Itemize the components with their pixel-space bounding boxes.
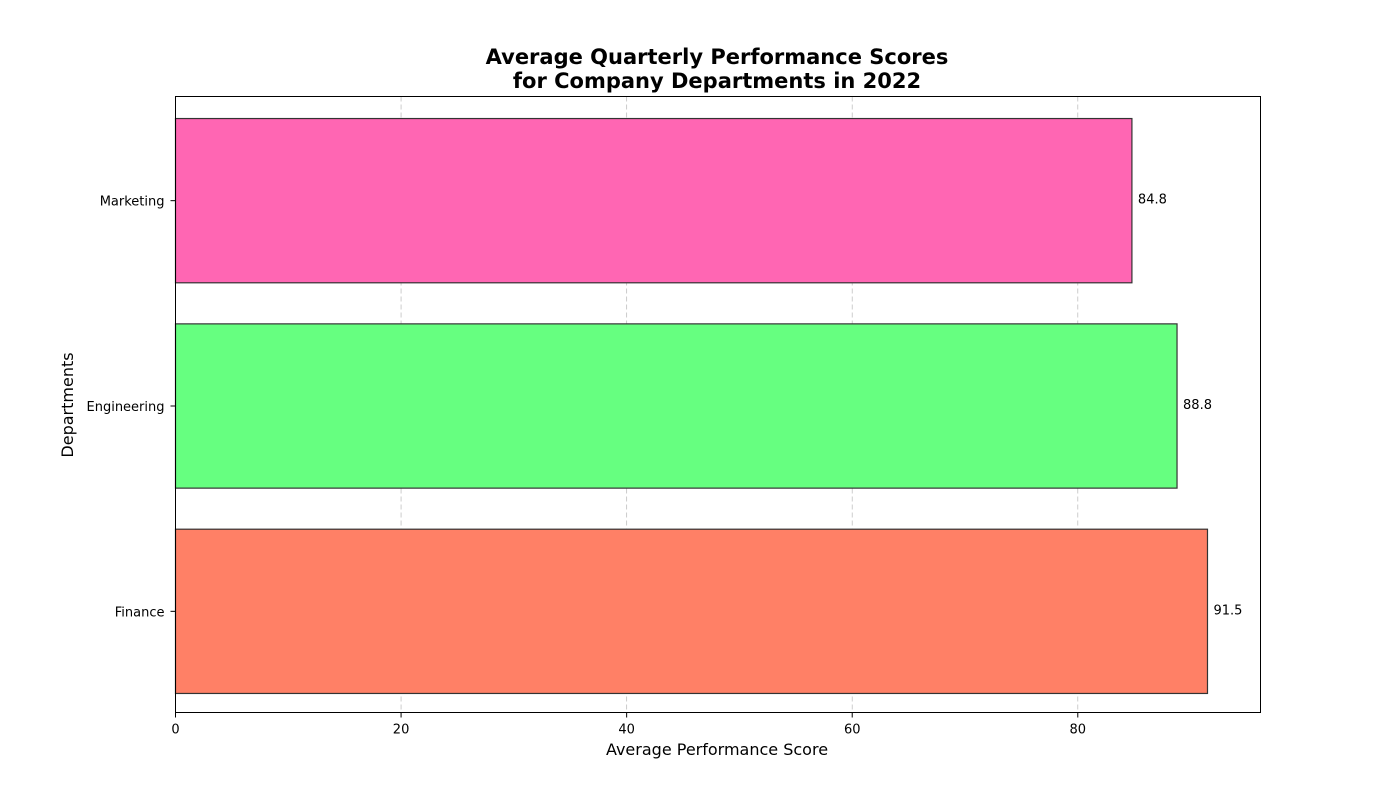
x-axis-label: Average Performance Score xyxy=(606,740,828,759)
x-tick-label: 40 xyxy=(618,723,635,738)
bars xyxy=(174,117,1209,695)
data-labels: 91.5 88.8 84.8 xyxy=(1138,193,1243,619)
chart-title-line-1: Average Quarterly Performance Scores xyxy=(486,45,949,69)
x-tick-label: 80 xyxy=(1070,723,1087,738)
x-tick-label: 0 xyxy=(171,723,179,738)
bar-engineering xyxy=(174,323,1178,489)
chart-title-line-2: for Company Departments in 2022 xyxy=(513,69,921,93)
bar-value-label: 84.8 xyxy=(1138,193,1167,208)
x-tick-label: 60 xyxy=(844,723,861,738)
bar-marketing xyxy=(174,117,1133,284)
y-tick-label: Engineering xyxy=(87,400,165,415)
bar-value-label: 88.8 xyxy=(1183,398,1212,413)
y-tick-label: Finance xyxy=(115,605,165,620)
bar-value-label: 91.5 xyxy=(1213,603,1242,618)
y-tick-label: Marketing xyxy=(100,195,165,210)
x-tick-label: 20 xyxy=(393,723,410,738)
bar-finance xyxy=(174,528,1209,695)
y-axis-label: Departments xyxy=(58,352,77,457)
y-axis-ticks: Finance Engineering Marketing xyxy=(87,195,176,620)
x-axis-ticks: 0 20 40 60 80 xyxy=(171,712,1087,738)
plot-frame xyxy=(175,96,1261,713)
